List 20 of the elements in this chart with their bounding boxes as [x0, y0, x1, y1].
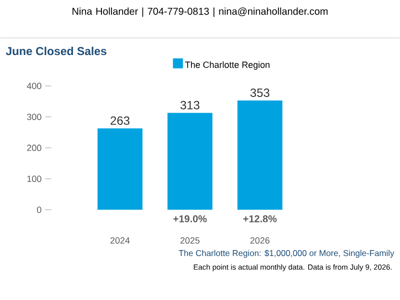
chart-title: June Closed Sales: [6, 46, 106, 56]
data-label: 313: [180, 101, 200, 110]
y-tick-label: 0: [37, 206, 42, 214]
x-tick-label: 2026: [250, 237, 270, 244]
text: +12.8%: [243, 215, 277, 222]
bar: [167, 113, 212, 210]
bar: [237, 100, 282, 210]
legend-label: The Charlotte Region: [185, 62, 270, 70]
y-tick-label: 100: [27, 176, 42, 182]
y-tick-label: 200: [27, 144, 42, 152]
x-tick-label: 2024: [110, 237, 130, 244]
text: +19.0%: [173, 215, 207, 222]
text: The Charlotte Region: $1,000,000 or More, Single-Family: [178, 250, 394, 258]
data-label: 263: [110, 116, 130, 125]
y-tick-label: 300: [27, 114, 42, 120]
text: Nina Hollander | 704-779-0813 | nina@ninahollander.com: [72, 8, 328, 17]
data-label: 353: [250, 88, 270, 98]
bar: [98, 128, 142, 210]
y-tick-label: 400: [26, 82, 42, 90]
x-tick-label: 2025: [180, 237, 200, 244]
